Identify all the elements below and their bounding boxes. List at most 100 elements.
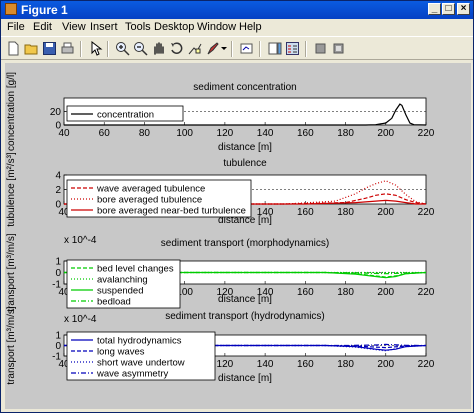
rotate-3d-icon[interactable] xyxy=(169,41,184,56)
toolbar-separator xyxy=(305,41,307,57)
x-tick-label: 220 xyxy=(418,128,435,139)
maximize-button[interactable]: □ xyxy=(442,3,455,15)
pan-hand-icon[interactable] xyxy=(151,41,166,56)
zoom-in-icon[interactable] xyxy=(115,41,130,56)
open-icon[interactable] xyxy=(24,41,39,56)
y-axis-label: transport [m³/m/s] xyxy=(6,306,17,385)
y-tick-label: -1 xyxy=(52,352,61,363)
legend-label: bore averaged tubulence xyxy=(97,195,202,206)
toolbar-separator xyxy=(259,41,261,57)
x-tick-label: 40 xyxy=(58,128,70,139)
y-tick-label: 20 xyxy=(50,107,62,118)
zoom-out-icon[interactable] xyxy=(133,41,148,56)
x-tick-label: 160 xyxy=(297,207,314,218)
y-multiplier-label: x 10^-4 xyxy=(64,235,97,246)
y-multiplier-label: x 10^-4 xyxy=(64,314,97,325)
legend-icon[interactable] xyxy=(285,41,300,56)
legend: bed level changesavalanchingsuspendedbed… xyxy=(66,259,181,309)
y-tick-label: 1 xyxy=(55,331,61,342)
x-tick-label: 120 xyxy=(217,128,234,139)
series-line xyxy=(64,180,427,205)
x-axis-label: distance [m] xyxy=(218,215,272,226)
x-tick-label: 200 xyxy=(377,128,394,139)
x-tick-label: 220 xyxy=(418,359,435,370)
x-axis-label: distance [m] xyxy=(218,373,272,384)
series-line xyxy=(64,193,427,205)
x-tick-label: 180 xyxy=(337,128,354,139)
toolbar-separator xyxy=(231,41,233,57)
x-axis-label: distance [m] xyxy=(218,142,272,153)
series-line xyxy=(64,271,427,275)
x-tick-label: 200 xyxy=(377,207,394,218)
axes-title: tubulence xyxy=(223,158,267,169)
x-tick-label: 120 xyxy=(217,359,234,370)
colorbar-icon[interactable] xyxy=(267,41,282,56)
x-tick-label: 40 xyxy=(58,207,70,218)
y-tick-label: 1 xyxy=(55,257,61,268)
x-tick-label: 60 xyxy=(99,128,111,139)
x-tick-label: 180 xyxy=(337,359,354,370)
y-axis-label: tubulence [m²/s³] xyxy=(6,152,17,227)
brush-dropdown-icon[interactable] xyxy=(220,41,228,56)
x-tick-label: 140 xyxy=(257,359,274,370)
minimize-button[interactable]: _ xyxy=(428,3,441,15)
y-tick-label: 0 xyxy=(55,341,61,352)
menu-edit[interactable]: Edit xyxy=(33,21,52,33)
x-tick-label: 40 xyxy=(58,359,70,370)
axes-title: sediment concentration xyxy=(193,82,296,93)
series-line xyxy=(64,271,427,279)
figure-canvas[interactable]: 40 60 80 100 120 140 160 180 200 220 0 20 sediment c… xyxy=(5,63,471,409)
legend-label: suspended xyxy=(97,286,143,297)
data-cursor-icon[interactable] xyxy=(187,41,202,56)
menu-help[interactable]: Help xyxy=(239,21,262,33)
menu-desktop[interactable]: Desktop xyxy=(154,21,195,33)
x-tick-label: 180 xyxy=(337,207,354,218)
close-button[interactable]: × xyxy=(457,3,470,15)
show-plot-tools-icon[interactable] xyxy=(331,41,346,56)
axes-title: sediment transport (morphodynamics) xyxy=(161,238,329,249)
x-tick-label: 80 xyxy=(139,128,151,139)
legend: concentration xyxy=(66,105,184,122)
new-figure-icon[interactable] xyxy=(6,41,21,56)
menu-tools[interactable]: Tools xyxy=(125,21,151,33)
x-tick-label: 140 xyxy=(257,207,274,218)
x-tick-label: 40 xyxy=(58,287,70,298)
legend-label: long waves xyxy=(97,347,145,358)
y-axis-label: concentration [g/l] xyxy=(6,72,17,151)
hide-plot-tools-icon[interactable] xyxy=(313,41,328,56)
y-tick-label: 2 xyxy=(55,185,61,196)
save-icon[interactable] xyxy=(42,41,57,56)
legend-label: wave averaged tubulence xyxy=(96,184,205,195)
link-plot-icon[interactable] xyxy=(239,41,254,56)
legend-label: concentration xyxy=(97,110,154,121)
x-tick-label: 160 xyxy=(297,128,314,139)
axes-3: 406080100120140160180200220-101sediment … xyxy=(6,233,435,312)
legend-label: wave asymmetry xyxy=(96,369,169,380)
menu-file[interactable]: File xyxy=(7,21,25,33)
matlab-app-icon xyxy=(5,3,17,15)
axes-4: 406080100120140160180200220-101sediment … xyxy=(6,306,435,385)
y-tick-label: 4 xyxy=(55,171,61,182)
y-tick-label: 0 xyxy=(55,200,61,211)
axes-1: 40 60 80 100 120 140 160 180 200 220 0 20 sediment c… xyxy=(6,72,435,153)
x-tick-label: 200 xyxy=(377,287,394,298)
brush-icon[interactable] xyxy=(205,41,220,56)
select-arrow-icon[interactable] xyxy=(88,41,103,56)
x-tick-label: 120 xyxy=(217,287,234,298)
y-axis-label: transport [m³/m/s] xyxy=(6,233,17,312)
toolbar-separator xyxy=(80,41,82,57)
y-tick-label: 0 xyxy=(55,121,61,132)
legend-label: total hydrodynamics xyxy=(97,336,182,347)
window-title: Figure 1 xyxy=(21,3,68,17)
print-icon[interactable] xyxy=(60,41,75,56)
x-axis-label: distance [m] xyxy=(218,294,272,305)
x-tick-label: 140 xyxy=(257,287,274,298)
y-tick-label: 0 xyxy=(55,268,61,279)
title-bar[interactable]: Figure 1 _ □ × xyxy=(1,1,473,19)
menu-view[interactable]: View xyxy=(62,21,86,33)
menu-window[interactable]: Window xyxy=(197,21,237,33)
menu-insert[interactable]: Insert xyxy=(90,21,118,33)
